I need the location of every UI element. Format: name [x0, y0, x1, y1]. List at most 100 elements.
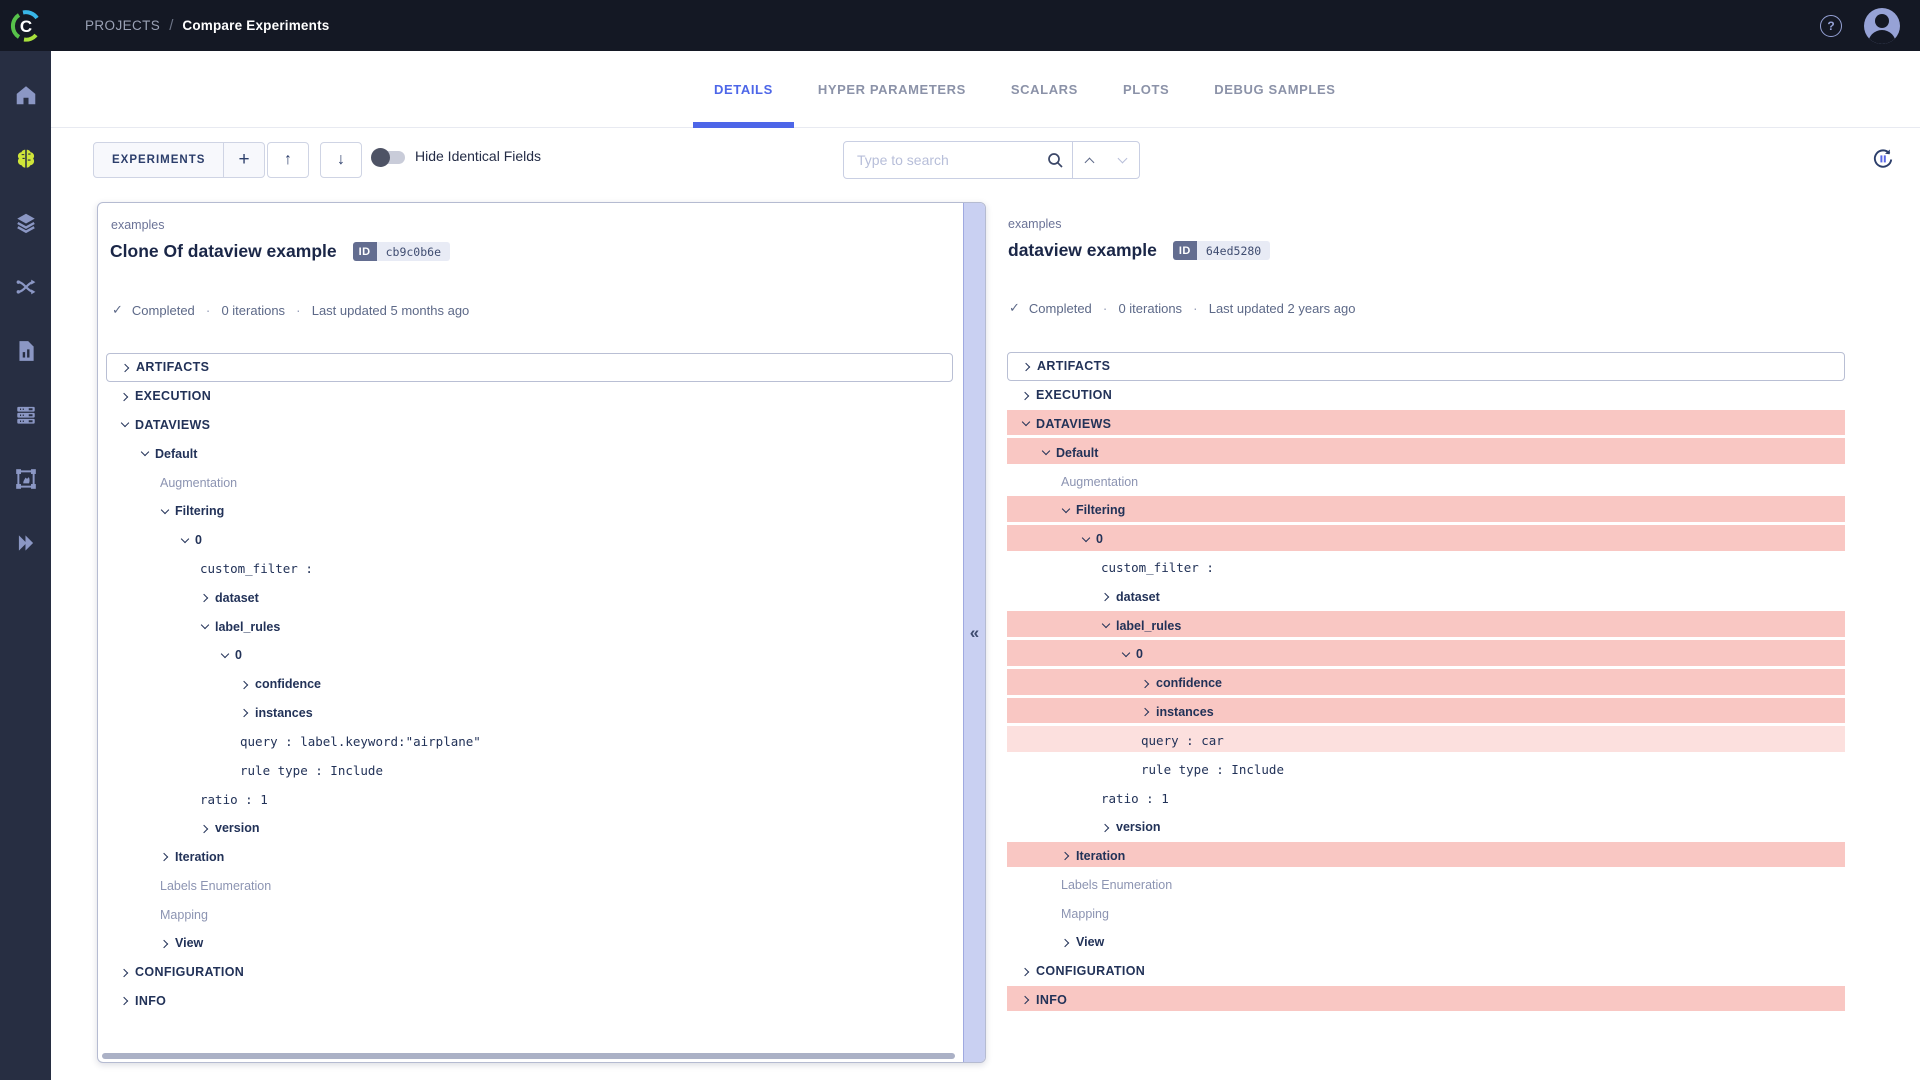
tree-row-dataviews[interactable]: DATAVIEWS	[106, 411, 953, 440]
status-text: Completed	[131, 302, 195, 318]
tree-row[interactable]: 0	[106, 526, 953, 555]
tree-row-execution[interactable]: EXECUTION	[1007, 381, 1845, 410]
refresh-pause-icon	[1873, 149, 1893, 168]
iterations-text: 0 iterations	[1118, 300, 1183, 316]
user-avatar[interactable]	[1864, 7, 1900, 44]
tree-row[interactable]: instances	[106, 699, 953, 728]
arrow-down-icon: ↓	[337, 151, 345, 168]
tree-row[interactable]: 0	[106, 641, 953, 670]
project-label: examples	[111, 218, 165, 232]
chevron-down-icon	[1101, 621, 1110, 630]
avatar-person-icon	[1875, 13, 1889, 28]
chevron-down-icon	[180, 536, 189, 545]
sidebar-item-projects[interactable]	[13, 146, 39, 172]
tree-row-value: rule type : Include	[1141, 762, 1284, 778]
search-prev-match-button[interactable]	[1073, 156, 1106, 165]
servers-icon	[16, 406, 35, 424]
id-badge-label: ID	[352, 242, 377, 261]
sidebar-item-pipelines[interactable]	[13, 274, 39, 300]
tree-row-artifacts[interactable]: ARTIFACTS	[106, 353, 953, 382]
sidebar-item-workers-queues[interactable]	[13, 402, 39, 428]
sidebar-item-applications[interactable]	[13, 530, 39, 556]
search-next-match-button[interactable]	[1106, 156, 1139, 165]
tree-row[interactable]: Filtering	[1007, 495, 1845, 525]
tree-row[interactable]: View	[1007, 928, 1845, 957]
tree-row[interactable]: confidence	[106, 670, 953, 699]
tree-row-dataviews[interactable]: DATAVIEWS	[1007, 409, 1845, 439]
chevron-right-icon	[1061, 851, 1070, 860]
tab-hyper-parameters[interactable]: HYPER PARAMETERS	[817, 82, 966, 97]
add-experiment-button[interactable]: +	[223, 143, 263, 177]
search-input[interactable]	[844, 152, 1038, 168]
tree-row[interactable]: View	[106, 929, 953, 958]
tree-row[interactable]: version	[1007, 813, 1845, 842]
tree-row[interactable]: 0	[1007, 639, 1845, 669]
double-chevron-left-icon: «	[969, 622, 980, 642]
tree-row-info[interactable]: INFO	[1007, 985, 1845, 1015]
chevron-right-icon	[240, 680, 249, 689]
tree-row[interactable]: Default	[106, 439, 953, 468]
tab-scalars[interactable]: SCALARS	[1010, 82, 1078, 97]
chevron-down-icon	[1021, 419, 1030, 428]
chevron-right-icon	[160, 939, 169, 948]
horizontal-scrollbar-thumb[interactable]	[102, 1053, 955, 1059]
tree-row[interactable]: instances	[1007, 697, 1845, 727]
tab-plots[interactable]: PLOTS	[1122, 82, 1170, 97]
tree-row: Mapping	[1061, 906, 1109, 921]
tree-row[interactable]: Filtering	[106, 497, 953, 526]
chevron-right-icon	[1141, 679, 1150, 688]
tree-row[interactable]: Default	[1007, 438, 1845, 468]
sidebar-item-datasets[interactable]	[13, 210, 39, 236]
next-diff-button[interactable]: ↓	[320, 142, 362, 178]
chevron-right-icon	[120, 996, 129, 1005]
collapse-panel-handle[interactable]: «	[963, 203, 985, 1062]
tree-row-execution[interactable]: EXECUTION	[106, 382, 953, 411]
chevron-right-icon	[120, 968, 129, 977]
svg-text:C: C	[19, 17, 31, 36]
chevron-right-icon	[160, 852, 169, 861]
status-row: ✓ Completed · 0 iterations · Last update…	[112, 302, 470, 318]
hide-identical-fields-toggle[interactable]	[371, 148, 405, 167]
chevron-down-icon	[220, 651, 229, 660]
tree-row[interactable]: dataset	[1007, 582, 1845, 611]
tree-row[interactable]: version	[106, 814, 953, 843]
tree-row[interactable]: label_rules	[106, 612, 953, 641]
experiments-button-label: EXPERIMENTS	[112, 154, 206, 166]
sidebar-item-reports[interactable]	[13, 338, 39, 364]
last-updated-text: Last updated 5 months ago	[311, 302, 470, 318]
completed-check-icon: ✓	[1009, 300, 1020, 315]
tree-row[interactable]: 0	[1007, 524, 1845, 554]
details-tree-right: ARTIFACTS EXECUTION DATAVIEWS Default Au…	[1007, 352, 1845, 1015]
experiment-id-badge: ID 64ed5280	[1172, 241, 1271, 260]
tree-row-info[interactable]: INFO	[106, 987, 953, 1016]
chevron-right-icon	[1021, 967, 1030, 976]
chevron-down-icon	[1121, 650, 1130, 659]
sidebar-item-home[interactable]	[13, 82, 39, 108]
prev-diff-button[interactable]: ↑	[267, 142, 309, 178]
report-icon	[18, 341, 34, 361]
experiment-panel-left: examples Clone Of dataview example ID cb…	[97, 202, 986, 1063]
clearml-logo[interactable]: C	[0, 0, 51, 51]
experiments-selector-button[interactable]: EXPERIMENTS +	[93, 142, 265, 178]
last-updated-text: Last updated 2 years ago	[1208, 300, 1356, 316]
help-icon[interactable]: ?	[1820, 14, 1842, 37]
tree-row-configuration[interactable]: CONFIGURATION	[1007, 957, 1845, 986]
chevron-right-icon	[1022, 362, 1031, 371]
tree-row-artifacts[interactable]: ARTIFACTS	[1007, 352, 1845, 381]
tree-row[interactable]: dataset	[106, 583, 953, 612]
breadcrumb-projects[interactable]: PROJECTS	[85, 18, 161, 33]
search-icon[interactable]	[1038, 152, 1072, 169]
tree-row-configuration[interactable]: CONFIGURATION	[106, 958, 953, 987]
auto-refresh-button[interactable]	[1868, 144, 1898, 174]
tree-row[interactable]: confidence	[1007, 668, 1845, 698]
tab-debug-samples[interactable]: DEBUG SAMPLES	[1214, 82, 1336, 97]
tab-details[interactable]: DETAILS	[693, 51, 794, 128]
id-badge-hash: 64ed5280	[1196, 241, 1271, 260]
breadcrumb-separator: /	[169, 17, 174, 34]
chevron-up-icon	[1085, 156, 1094, 165]
tree-row[interactable]: label_rules	[1007, 611, 1845, 640]
sidebar-item-hyper-datasets[interactable]	[13, 466, 39, 492]
tree-row[interactable]: Iteration	[106, 843, 953, 872]
tree-row[interactable]: Iteration	[1007, 841, 1845, 871]
experiment-title: dataview example	[1008, 240, 1157, 260]
